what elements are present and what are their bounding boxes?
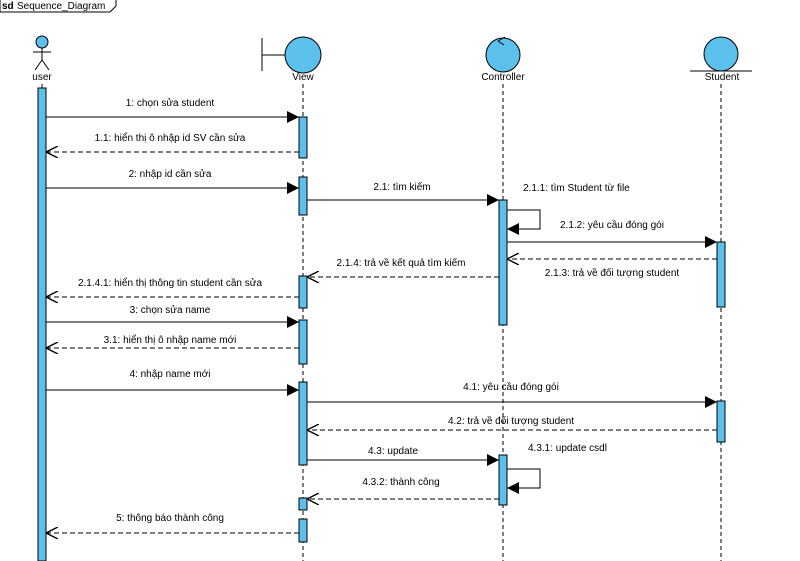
lifeline-label-controller: Controller <box>481 72 525 83</box>
message-label-2-1-1: 2.1.1: tìm Student từ file <box>523 183 630 194</box>
message-label-3: 3: chọn sửa name <box>130 304 211 316</box>
message-label-4-3: 4.3: update <box>368 446 418 457</box>
lifeline-label-student: Student <box>705 72 740 83</box>
lifeline-label-view: View <box>292 72 314 83</box>
message-label-2: 2: nhập id cần sửa <box>129 168 212 180</box>
activation-bar-view-3 <box>298 275 308 309</box>
activation-bar-user <box>37 87 47 561</box>
activation-bar-view-1 <box>298 116 308 159</box>
message-arrow-4-3-1 <box>507 468 541 494</box>
entity-icon <box>690 36 752 72</box>
message-label-4: 4: nhập name mới <box>129 369 210 380</box>
actor-icon <box>33 35 51 71</box>
lifeline-head-student: Student <box>690 36 752 83</box>
lifeline-head-user: user <box>32 35 52 83</box>
lifeline-head-view: View <box>261 36 322 83</box>
activation-bar-view-4 <box>298 319 308 365</box>
message-label-2-1: 2.1: tìm kiếm <box>373 181 430 193</box>
activation-bar-controller-2 <box>498 454 508 506</box>
activation-bar-view-5 <box>298 381 308 466</box>
message-label-2-1-3: 2.1.3: trả về đối tượng student <box>545 267 680 279</box>
message-arrow-2-1-1 <box>507 209 541 235</box>
frame-name: Sequence_Diagram <box>17 1 105 12</box>
message-label-2-1-4-1: 2.1.4.1: hiển thị thông tin student cần … <box>78 277 262 289</box>
lifeline-head-controller: Controller <box>481 36 525 83</box>
frame-keyword: sd <box>2 1 14 12</box>
activation-bar-view-7 <box>298 518 308 543</box>
activation-bar-student-2 <box>716 400 726 443</box>
boundary-icon <box>261 36 322 74</box>
message-label-4-3-1: 4.3.1: update csdl <box>528 443 607 454</box>
lifeline-label-user: user <box>32 72 52 83</box>
activation-bar-controller-1 <box>498 199 508 326</box>
message-label-5: 5: thông báo thành công <box>116 513 224 524</box>
message-label-1: 1: chọn sửa student <box>126 97 215 109</box>
message-label-4-2: 4.2: trả về đối tượng student <box>448 415 574 427</box>
activation-bar-student-1 <box>716 241 726 308</box>
message-label-1-1: 1.1: hiển thị ô nhập id SV cần sửa <box>95 132 246 144</box>
message-label-2-1-2: 2.1.2: yêu cầu đóng gói <box>560 219 664 231</box>
activation-bar-view-2 <box>298 176 308 216</box>
message-label-2-1-4: 2.1.4: trả về kết quả tìm kiếm <box>337 257 466 269</box>
message-label-4-1: 4.1: yêu cầu đóng gói <box>463 381 559 393</box>
control-icon <box>485 36 521 73</box>
activation-bar-view-6 <box>298 497 308 511</box>
message-label-3-1: 3.1: hiển thị ô nhập name mới <box>104 334 237 346</box>
message-label-4-3-2: 4.3.2: thành công <box>362 477 439 488</box>
frame-tab: sd Sequence_Diagram <box>0 0 117 13</box>
